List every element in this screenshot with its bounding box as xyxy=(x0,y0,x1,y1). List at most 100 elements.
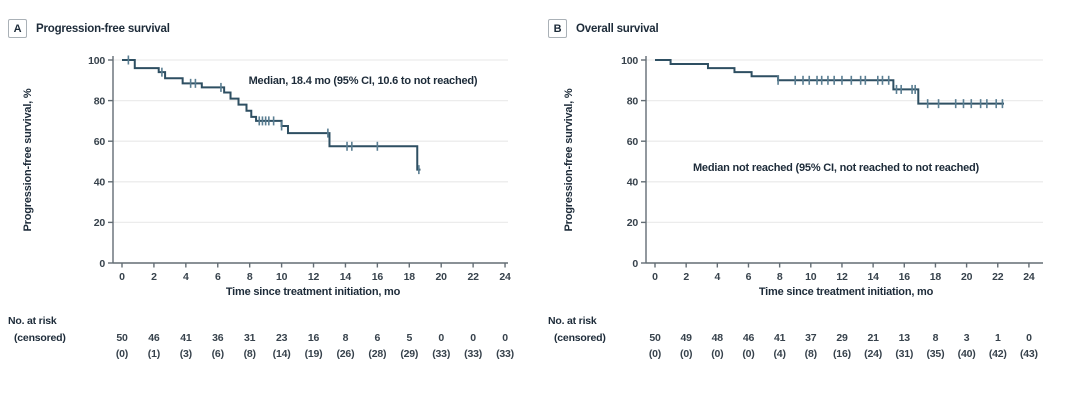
risk-count: 50 xyxy=(116,332,128,344)
risk-count: 16 xyxy=(308,332,320,344)
x-tick-label: 24 xyxy=(1023,271,1035,283)
risk-count: 21 xyxy=(867,332,879,344)
y-tick-labels: 0 20 40 60 80 100 xyxy=(88,55,113,270)
x-tick-label: 22 xyxy=(467,271,479,283)
y-tick-label: 20 xyxy=(627,217,639,229)
censor-ticks xyxy=(127,55,420,175)
risk-count: 41 xyxy=(774,332,786,344)
panel-b-label-box: B xyxy=(548,19,567,38)
censored-count: (6) xyxy=(212,348,224,360)
x-tick-label: 2 xyxy=(683,271,689,283)
risk-count: 49 xyxy=(681,332,693,344)
censored-count: (43) xyxy=(1020,348,1038,360)
risk-count: 0 xyxy=(438,332,444,344)
risk-count: 37 xyxy=(805,332,817,344)
censored-count: (31) xyxy=(895,348,913,360)
x-tick-label: 16 xyxy=(899,271,911,283)
risk-count: 23 xyxy=(276,332,288,344)
x-tick-labels: 0 2 4 6 8 10 12 14 16 18 20 22 24 xyxy=(119,263,511,283)
panel-a-label-box: A xyxy=(8,19,27,38)
x-tick-label: 8 xyxy=(777,271,783,283)
x-tick-label: 20 xyxy=(436,271,448,283)
censored-count: (4) xyxy=(774,348,786,360)
x-tick-label: 24 xyxy=(499,271,511,283)
x-tick-label: 10 xyxy=(805,271,817,283)
y-tick-label: 80 xyxy=(94,95,106,107)
x-tick-labels: 0 2 4 6 8 10 12 14 16 18 20 22 24 xyxy=(652,263,1035,283)
risk-count: 36 xyxy=(212,332,224,344)
censored-count: (1) xyxy=(148,348,160,360)
censored-count: (26) xyxy=(337,348,355,360)
risk-count: 3 xyxy=(964,332,970,344)
censored-count: (28) xyxy=(368,348,386,360)
censored-count: (29) xyxy=(400,348,418,360)
risk-count: 8 xyxy=(343,332,349,344)
y-tick-label: 20 xyxy=(94,217,106,229)
x-tick-label: 22 xyxy=(992,271,1004,283)
risk-count: 0 xyxy=(502,332,508,344)
x-tick-label: 18 xyxy=(930,271,942,283)
censored-count: (40) xyxy=(958,348,976,360)
risk-count: 31 xyxy=(244,332,256,344)
x-tick-label: 2 xyxy=(151,271,157,283)
y-tick-label: 60 xyxy=(94,136,106,148)
censored-count: (8) xyxy=(244,348,256,360)
risk-count: 50 xyxy=(649,332,661,344)
risk-count: 0 xyxy=(470,332,476,344)
y-tick-label: 40 xyxy=(94,177,106,189)
censored-count: (35) xyxy=(927,348,945,360)
x-tick-label: 4 xyxy=(183,271,189,283)
y-tick-label: 40 xyxy=(627,177,639,189)
x-tick-label: 8 xyxy=(247,271,253,283)
x-tick-label: 6 xyxy=(746,271,752,283)
censored-count: (0) xyxy=(711,348,723,360)
risk-table-label: No. at risk xyxy=(548,315,597,327)
censored-count: (24) xyxy=(864,348,882,360)
risk-table-censored-label: (censored) xyxy=(14,332,66,344)
censored-count: (33) xyxy=(432,348,450,360)
y-axis-title: Progression-free survival, % xyxy=(563,88,575,231)
censored-count: (0) xyxy=(116,348,128,360)
x-tick-label: 4 xyxy=(714,271,720,283)
risk-count: 8 xyxy=(933,332,939,344)
risk-count: 46 xyxy=(148,332,160,344)
median-annotation: Median, 18.4 mo (95% CI, 10.6 to not rea… xyxy=(249,75,478,87)
risk-count: 0 xyxy=(1026,332,1032,344)
risk-count: 13 xyxy=(899,332,911,344)
risk-count: 48 xyxy=(712,332,724,344)
x-tick-label: 14 xyxy=(340,271,352,283)
censored-count: (0) xyxy=(649,348,661,360)
risk-table-label: No. at risk xyxy=(8,315,57,327)
survival-curve xyxy=(122,59,421,171)
censored-count: (19) xyxy=(305,348,323,360)
y-axis-title: Progression-free survival, % xyxy=(22,88,34,231)
y-tick-label: 80 xyxy=(627,95,639,107)
x-tick-label: 10 xyxy=(276,271,288,283)
risk-count: 5 xyxy=(406,332,412,344)
risk-count: 6 xyxy=(375,332,381,344)
axes xyxy=(112,56,508,264)
y-tick-label: 100 xyxy=(621,55,638,67)
panel-a-title: Progression-free survival xyxy=(36,22,170,35)
censored-count: (16) xyxy=(833,348,851,360)
risk-table: No. at risk (censored) 50 (0) 49 (0) 48 (0) 46 (0… xyxy=(548,315,1038,360)
x-tick-label: 16 xyxy=(372,271,384,283)
gridlines xyxy=(113,59,508,224)
x-axis-title: Time since treatment initiation, mo xyxy=(226,286,401,298)
censored-count: (0) xyxy=(680,348,692,360)
x-tick-label: 0 xyxy=(119,271,125,283)
censored-count: (14) xyxy=(273,348,291,360)
censored-count: (42) xyxy=(989,348,1007,360)
risk-count: 29 xyxy=(836,332,848,344)
panel-b-header: B Overall survival xyxy=(548,19,659,38)
censored-count: (33) xyxy=(464,348,482,360)
panel-a-header: A Progression-free survival xyxy=(8,19,170,38)
censored-count: (0) xyxy=(742,348,754,360)
x-tick-label: 0 xyxy=(652,271,658,283)
y-tick-label: 60 xyxy=(627,136,639,148)
censored-count: (33) xyxy=(496,348,514,360)
y-tick-label: 0 xyxy=(99,258,105,270)
